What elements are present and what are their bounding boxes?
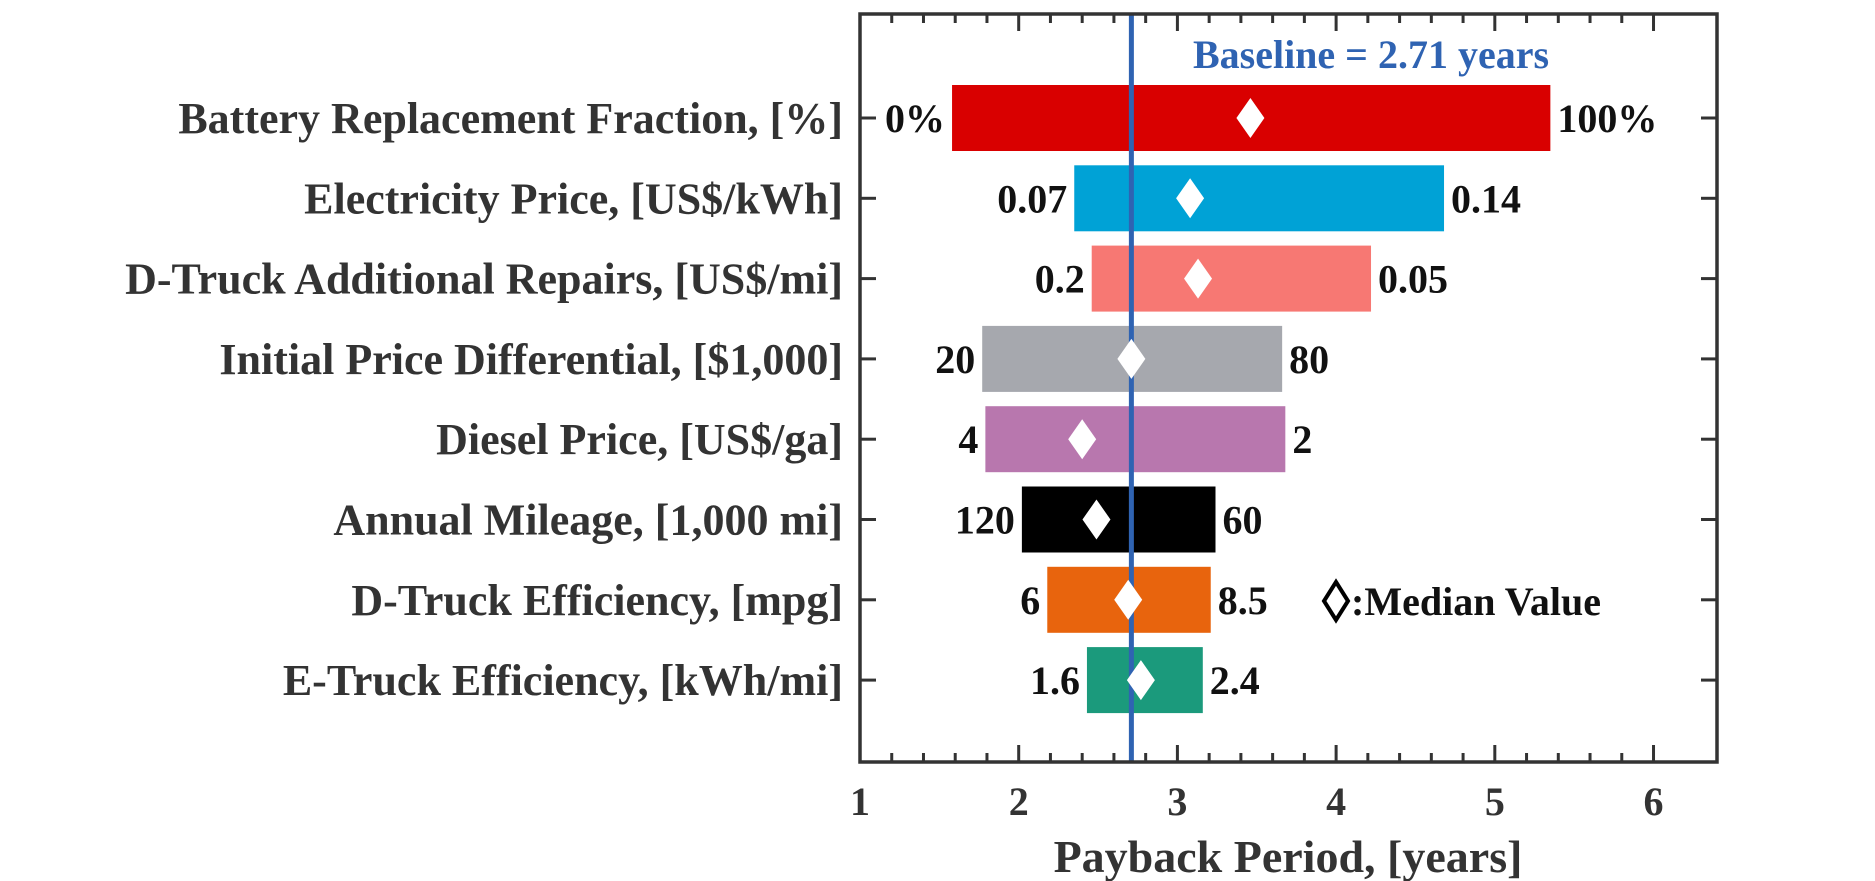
median-marker: [1068, 419, 1097, 460]
bar-low-label: 120: [955, 498, 1015, 543]
bar-low-label: 0%: [885, 96, 945, 141]
bar-high-label: 0.05: [1378, 257, 1448, 302]
plot-frame: [858, 12, 1719, 764]
x-axis-title: Payback Period, [years]: [1054, 831, 1523, 881]
bar-high-label: 2: [1292, 417, 1312, 462]
median-marker: [1236, 98, 1265, 138]
category-label: Annual Mileage, [1,000 mi]: [333, 496, 843, 545]
median-marker: [1082, 499, 1111, 540]
legend: :Median Value: [1321, 578, 1601, 624]
bar-high-label: 80: [1289, 337, 1329, 382]
bar: [1091, 245, 1372, 312]
bar-low-label: 0.2: [1035, 257, 1085, 302]
median-marker: [1126, 660, 1155, 701]
labels-layer: 0% 100% Battery Replacement Fraction, [%] 0…: [125, 94, 1657, 705]
median-marker: [1114, 579, 1143, 620]
category-label: D-Truck Efficiency, [mpg]: [351, 576, 843, 625]
x-tick-label: 6: [1644, 779, 1664, 824]
bar-low-label: 4: [958, 417, 978, 462]
x-tick-label: 5: [1485, 779, 1505, 824]
category-label: Initial Price Differential, [$1,000]: [219, 335, 843, 384]
bar: [1021, 486, 1216, 553]
bar: [985, 406, 1286, 473]
bar: [1074, 165, 1445, 232]
bar-high-label: 8.5: [1218, 578, 1268, 623]
x-tick-label: 2: [1009, 779, 1029, 824]
legend-text: :Median Value: [1351, 579, 1601, 624]
bar-high-label: 2.4: [1210, 658, 1260, 703]
median-markers-layer: [1068, 98, 1265, 701]
bar-low-label: 1.6: [1030, 658, 1080, 703]
median-marker: [1184, 258, 1213, 299]
category-label: Electricity Price, [US$/kWh]: [304, 174, 843, 223]
bar-low-label: 0.07: [997, 176, 1067, 221]
x-tick-label: 1: [850, 779, 870, 824]
x-tick-label: 4: [1326, 779, 1346, 824]
median-marker: [1176, 178, 1205, 219]
median-marker: [1117, 338, 1146, 379]
bar-high-label: 0.14: [1451, 176, 1521, 221]
category-label: D-Truck Additional Repairs, [US$/mi]: [125, 255, 843, 304]
axes-layer: 1 2 3 4 5 6: [850, 12, 1719, 824]
baseline-label: Baseline = 2.71 years: [1193, 32, 1549, 77]
x-tick-label: 3: [1167, 779, 1187, 824]
bar-high-label: 60: [1222, 498, 1262, 543]
bar-high-label: 100%: [1557, 96, 1657, 141]
category-label: E-Truck Efficiency, [kWh/mi]: [283, 656, 843, 705]
category-label: Battery Replacement Fraction, [%]: [178, 94, 843, 143]
category-label: Diesel Price, [US$/ga]: [436, 415, 843, 464]
bar-low-label: 20: [935, 337, 975, 382]
legend-diamond-icon: [1321, 578, 1351, 624]
bar-low-label: 6: [1020, 578, 1040, 623]
